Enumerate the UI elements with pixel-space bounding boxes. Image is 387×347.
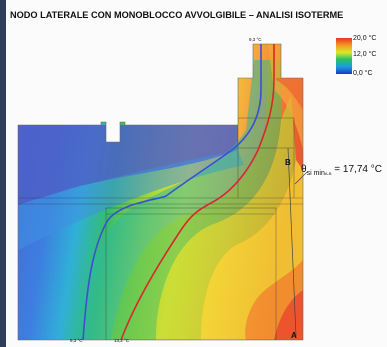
legend-min-label: 0,0 °C bbox=[353, 70, 373, 77]
legend-max-label: 20,0 °C bbox=[353, 35, 377, 42]
isotherm-red bbox=[120, 44, 275, 340]
formula-subscript-ab: A-B bbox=[324, 171, 332, 176]
point-b-label: B bbox=[285, 158, 291, 167]
page-title: NODO LATERALE CON MONOBLOCCO AVVOLGIBILE… bbox=[10, 10, 344, 20]
theta-symbol: θ bbox=[301, 164, 307, 175]
isotherm-label-bottom-right: 13,2 °C bbox=[114, 338, 130, 343]
isotherm-label-bottom-left: 9,3 °C bbox=[70, 338, 83, 343]
isotherm-blue bbox=[82, 44, 262, 340]
formula-leader bbox=[294, 171, 308, 185]
legend-colorbar bbox=[336, 38, 352, 74]
formula-value: = 17,74 °C bbox=[334, 164, 382, 175]
isotherm-diagram bbox=[17, 38, 352, 341]
line-a-b bbox=[287, 147, 297, 337]
section-outline bbox=[17, 43, 304, 341]
thermal-analysis-sheet: NODO LATERALE CON MONOBLOCCO AVVOLGIBILE… bbox=[6, 0, 387, 347]
point-a-label: A bbox=[291, 331, 297, 340]
theta-min-formula: θsi minA-B = 17,74 °C bbox=[301, 164, 382, 177]
temperature-field bbox=[18, 44, 303, 340]
formula-subscript: si min bbox=[306, 170, 325, 177]
legend-mid-label: 12,0 °C bbox=[353, 51, 377, 58]
isotherm-label-top: 9,3 °C bbox=[249, 37, 262, 42]
